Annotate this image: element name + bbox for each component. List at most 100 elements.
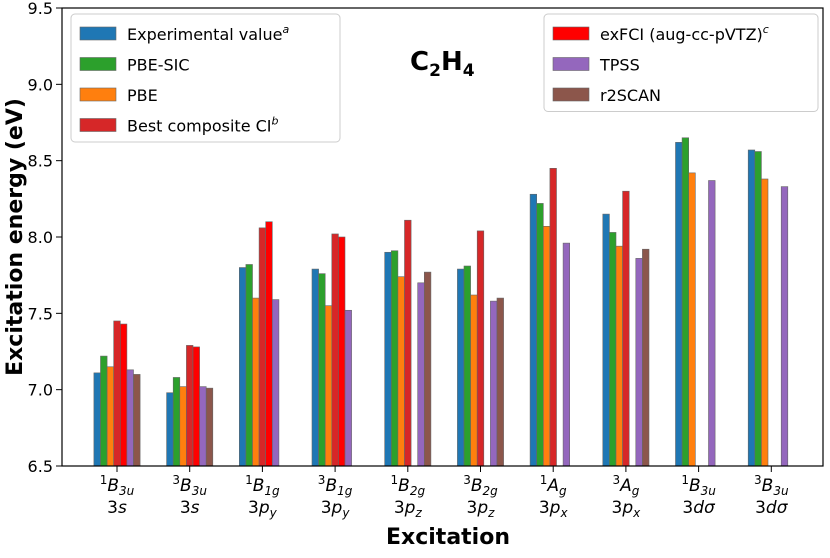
chart-title: C2H4 [410, 47, 475, 81]
legend-label: Experimental valuea [127, 23, 289, 44]
bar-pbe-7 [615, 245, 623, 467]
bars-layer [93, 137, 789, 467]
bar-pbe-9 [761, 178, 769, 467]
bar-pbe-sic-3 [318, 273, 326, 467]
legend-label: Best composite CIb [127, 115, 279, 136]
bar-exfci-aug-cc-pvtz--3 [338, 236, 346, 467]
y-tick-label: 9.5 [28, 0, 53, 18]
x-tick-label-state: 3B2g [463, 473, 498, 498]
x-tick-label-orbital: 3dσ [755, 498, 789, 518]
bar-tpss-0 [126, 369, 134, 467]
x-tick-label-state: 3Ag [612, 473, 639, 498]
bar-experimental-value-5 [457, 268, 465, 467]
x-tick-label-state: 1B2g [391, 473, 426, 498]
legend-swatch [552, 57, 590, 71]
x-tick-label-state: 1B1g [245, 473, 280, 498]
legend-label: PBE [127, 86, 158, 105]
bar-pbe-sic-9 [754, 151, 762, 467]
legend-label: PBE-SIC [127, 56, 190, 75]
legend-label: exFCI (aug-cc-pVTZ)c [600, 23, 769, 44]
bar-pbe-5 [470, 294, 478, 467]
bar-best-composite-ci-7 [622, 190, 630, 467]
bar-best-composite-ci-6 [549, 168, 557, 467]
bar-pbe-1 [179, 386, 187, 467]
bar-pbe-sic-8 [681, 137, 689, 467]
bar-r2scan-5 [496, 297, 504, 467]
bar-r2scan-1 [205, 387, 214, 467]
bar-pbe-0 [106, 366, 114, 467]
x-tick-label-state: 3B3u [754, 473, 789, 498]
bar-pbe-sic-2 [245, 264, 253, 467]
bar-tpss-5 [490, 300, 498, 467]
x-tick-label-orbital: 3py [321, 498, 351, 520]
y-tick-label: 9.0 [28, 75, 53, 94]
x-tick-label-orbital: 3s [180, 498, 200, 518]
x-tick-label-state: 1Ag [540, 473, 567, 498]
bar-best-composite-ci-2 [258, 227, 267, 467]
x-tick-label-orbital: 3dσ [682, 498, 716, 518]
bar-best-composite-ci-4 [404, 219, 412, 467]
bar-pbe-2 [252, 297, 260, 467]
legend-box [70, 13, 341, 143]
bar-tpss-4 [417, 282, 425, 467]
bar-tpss-7 [635, 258, 643, 467]
y-tick-label: 7.5 [28, 304, 53, 323]
y-tick-label: 6.5 [28, 457, 53, 476]
x-tick-label-orbital: 3pz [467, 498, 496, 520]
bar-tpss-6 [562, 242, 570, 467]
y-axis-ticks: 6.5 7.0 7.5 8.0 8.5 9.0 9.5 [28, 0, 62, 476]
legend-left: Experimental valuea PBE-SIC PBE Best compos… [70, 13, 341, 143]
bar-experimental-value-3 [311, 268, 319, 467]
bar-tpss-2 [271, 299, 280, 467]
legend-swatch [79, 118, 117, 132]
bar-pbe-sic-1 [172, 377, 181, 467]
bar-pbe-8 [688, 172, 696, 467]
y-tick-label: 7.0 [28, 381, 53, 400]
x-tick-label-orbital: 3py [248, 498, 278, 520]
bar-tpss-3 [344, 309, 352, 467]
y-tick-label: 8.5 [28, 152, 53, 171]
legend-box [543, 13, 819, 112]
bar-exfci-aug-cc-pvtz--0 [120, 323, 128, 467]
x-tick-label-orbital: 3px [539, 498, 569, 520]
x-axis-title: Excitation [386, 525, 510, 550]
bar-tpss-8 [708, 180, 716, 467]
bar-best-composite-ci-0 [113, 320, 121, 467]
bar-tpss-9 [780, 186, 789, 467]
bar-experimental-value-2 [239, 267, 247, 467]
legend-swatch [552, 26, 590, 41]
legend-label: r2SCAN [600, 86, 661, 105]
legend-swatch [79, 57, 117, 71]
x-tick-label-orbital: 3px [612, 498, 642, 520]
x-tick-label-orbital: 3s [107, 498, 127, 518]
bar-pbe-sic-0 [100, 355, 108, 467]
bar-r2scan-4 [423, 271, 432, 467]
bar-r2scan-7 [642, 248, 650, 467]
x-tick-label-state: 3B3u [172, 473, 207, 498]
y-axis-title: Excitation energy (eV) [3, 98, 28, 376]
bar-best-composite-ci-1 [186, 345, 194, 467]
bar-pbe-sic-6 [536, 203, 544, 467]
bar-experimental-value-1 [166, 392, 174, 467]
bar-best-composite-ci-5 [476, 230, 485, 467]
bar-pbe-3 [324, 305, 333, 467]
x-tick-label-state: 3B1g [318, 473, 353, 498]
bar-pbe-sic-5 [463, 265, 471, 467]
bar-experimental-value-9 [747, 149, 756, 467]
bar-pbe-4 [397, 276, 405, 467]
x-tick-label-state: 1B3u [681, 473, 716, 498]
bar-pbe-sic-7 [609, 232, 617, 467]
bar-experimental-value-4 [384, 251, 392, 467]
legend-label: TPSS [599, 56, 640, 75]
bar-experimental-value-0 [93, 372, 101, 467]
bar-tpss-1 [199, 386, 207, 467]
x-tick-label-state: 1B3u [100, 473, 135, 498]
bar-pbe-sic-4 [390, 250, 399, 467]
bar-pbe-6 [542, 226, 551, 467]
bar-experimental-value-7 [602, 213, 610, 467]
x-axis-ticks: 1B3u3s3B3u3s1B1g3py3B1g3py1B2g3pz3B2g3pz… [100, 466, 789, 520]
bar-exfci-aug-cc-pvtz--1 [192, 346, 200, 467]
bar-experimental-value-8 [675, 142, 683, 467]
x-tick-label-orbital: 3pz [394, 498, 423, 520]
